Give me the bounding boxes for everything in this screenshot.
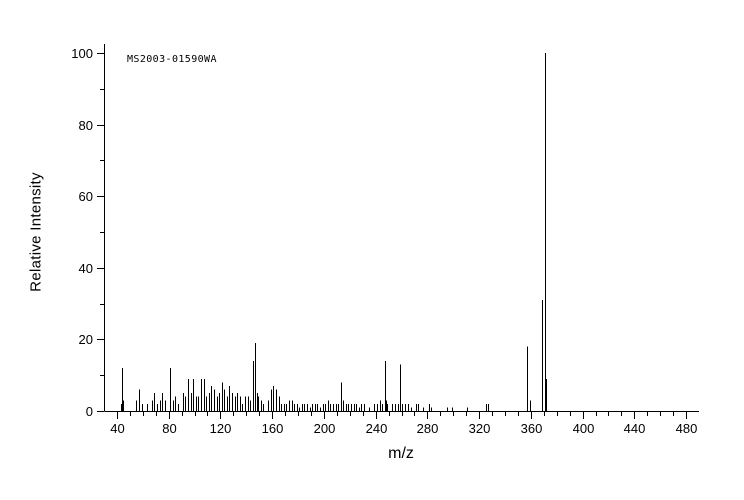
x-tick-label: 360	[521, 421, 543, 436]
x-tick-label: 280	[417, 421, 439, 436]
y-tick-label: 60	[79, 189, 93, 204]
x-tick-label: 440	[624, 421, 646, 436]
x-tick-label: 120	[210, 421, 232, 436]
x-tick-label: 80	[162, 421, 176, 436]
x-tick-label: 400	[573, 421, 595, 436]
x-tick-label: 40	[110, 421, 124, 436]
x-tick-label: 320	[469, 421, 491, 436]
x-tick-label: 240	[366, 421, 388, 436]
y-tick-label: 80	[79, 118, 93, 133]
y-tick-label: 20	[79, 332, 93, 347]
y-tick-label: 40	[79, 261, 93, 276]
x-tick-label: 200	[314, 421, 336, 436]
spectrum-id-label: MS2003-01590WA	[127, 54, 217, 65]
y-tick-label: 100	[71, 46, 93, 61]
y-tick-label: 0	[86, 404, 93, 419]
x-axis-title: m/z	[388, 445, 414, 462]
x-tick-label: 160	[262, 421, 284, 436]
y-axis-title: Relative Intensity	[27, 172, 45, 292]
x-tick-label: 480	[676, 421, 698, 436]
